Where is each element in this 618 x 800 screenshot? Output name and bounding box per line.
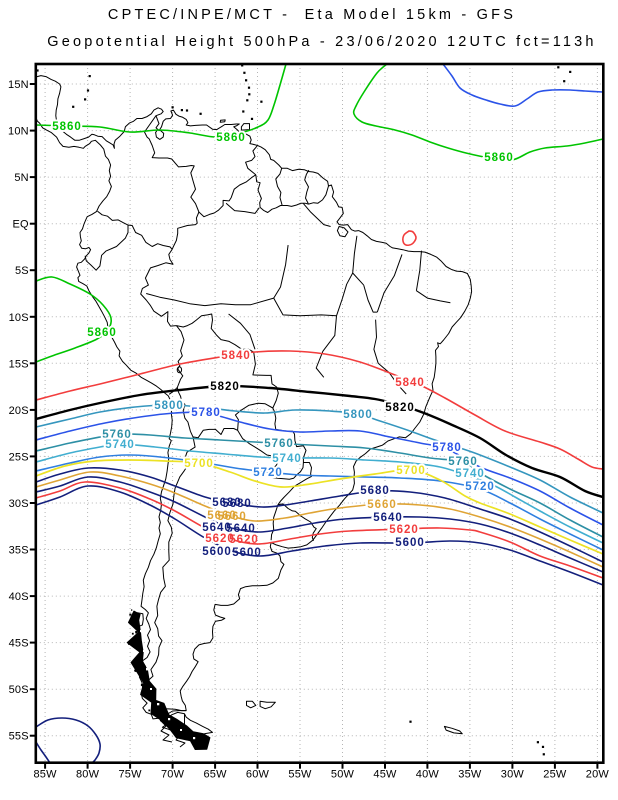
svg-text:5680: 5680 bbox=[222, 498, 252, 510]
svg-text:Geopotential Height 500hPa - 2: Geopotential Height 500hPa - 23/06/2020 … bbox=[47, 34, 596, 50]
svg-text:5720: 5720 bbox=[465, 481, 495, 493]
svg-text:5780: 5780 bbox=[191, 407, 221, 419]
svg-text:5760: 5760 bbox=[264, 438, 294, 450]
svg-text:50W: 50W bbox=[331, 769, 355, 781]
svg-text:5860: 5860 bbox=[87, 327, 117, 339]
svg-text:5740: 5740 bbox=[105, 439, 135, 451]
svg-text:5700: 5700 bbox=[184, 458, 214, 470]
svg-text:5620: 5620 bbox=[229, 534, 259, 546]
svg-text:5840: 5840 bbox=[395, 377, 425, 389]
svg-text:55W: 55W bbox=[288, 769, 312, 781]
svg-text:5860: 5860 bbox=[216, 132, 246, 144]
svg-text:20S: 20S bbox=[9, 405, 29, 417]
svg-text:5640: 5640 bbox=[202, 522, 232, 534]
svg-text:75W: 75W bbox=[118, 769, 142, 781]
svg-text:5S: 5S bbox=[15, 265, 29, 277]
svg-text:5680: 5680 bbox=[360, 485, 390, 497]
svg-text:5800: 5800 bbox=[343, 409, 373, 421]
svg-text:5780: 5780 bbox=[432, 442, 462, 454]
svg-text:20W: 20W bbox=[586, 769, 610, 781]
svg-text:5620: 5620 bbox=[205, 533, 235, 545]
svg-text:80W: 80W bbox=[76, 769, 100, 781]
svg-text:5760: 5760 bbox=[102, 429, 132, 441]
svg-text:50S: 50S bbox=[9, 684, 29, 696]
svg-text:5860: 5860 bbox=[52, 121, 82, 133]
svg-text:15N: 15N bbox=[8, 79, 29, 91]
svg-text:70W: 70W bbox=[161, 769, 185, 781]
svg-text:5680: 5680 bbox=[212, 497, 242, 509]
svg-text:25W: 25W bbox=[543, 769, 567, 781]
svg-text:45W: 45W bbox=[373, 769, 397, 781]
svg-text:5660: 5660 bbox=[207, 510, 237, 522]
svg-text:10N: 10N bbox=[8, 126, 29, 138]
svg-text:35S: 35S bbox=[9, 545, 29, 557]
svg-text:5740: 5740 bbox=[272, 453, 302, 465]
svg-text:25S: 25S bbox=[9, 451, 29, 463]
svg-text:40W: 40W bbox=[416, 769, 440, 781]
svg-text:5800: 5800 bbox=[154, 400, 184, 412]
svg-text:5N: 5N bbox=[14, 172, 28, 184]
svg-text:15S: 15S bbox=[9, 358, 29, 370]
svg-text:5720: 5720 bbox=[253, 467, 283, 479]
svg-text:5640: 5640 bbox=[373, 512, 403, 524]
svg-text:40S: 40S bbox=[9, 591, 29, 603]
svg-text:5820: 5820 bbox=[385, 402, 415, 414]
svg-text:5600: 5600 bbox=[232, 547, 262, 559]
svg-text:30S: 30S bbox=[9, 498, 29, 510]
svg-text:5760: 5760 bbox=[448, 456, 478, 468]
svg-text:5600: 5600 bbox=[395, 537, 425, 549]
svg-text:5740: 5740 bbox=[455, 468, 485, 480]
svg-text:35W: 35W bbox=[458, 769, 482, 781]
svg-text:5840: 5840 bbox=[221, 350, 251, 362]
svg-text:5820: 5820 bbox=[210, 381, 240, 393]
svg-text:45S: 45S bbox=[9, 638, 29, 650]
svg-text:10S: 10S bbox=[9, 312, 29, 324]
svg-text:5640: 5640 bbox=[226, 523, 256, 535]
svg-text:5700: 5700 bbox=[396, 465, 426, 477]
svg-text:60W: 60W bbox=[246, 769, 270, 781]
svg-text:5860: 5860 bbox=[484, 152, 514, 164]
svg-text:5620: 5620 bbox=[389, 524, 419, 536]
svg-text:CPTEC/INPE/MCT - Eta Model 15: CPTEC/INPE/MCT - Eta Model 15km - GFS bbox=[108, 7, 516, 23]
svg-text:65W: 65W bbox=[203, 769, 227, 781]
svg-text:55S: 55S bbox=[9, 731, 29, 743]
svg-text:30W: 30W bbox=[501, 769, 525, 781]
svg-text:5660: 5660 bbox=[217, 511, 247, 523]
svg-text:85W: 85W bbox=[33, 769, 57, 781]
svg-text:5600: 5600 bbox=[202, 546, 232, 558]
svg-text:5660: 5660 bbox=[367, 499, 397, 511]
svg-text:EQ: EQ bbox=[13, 219, 30, 231]
